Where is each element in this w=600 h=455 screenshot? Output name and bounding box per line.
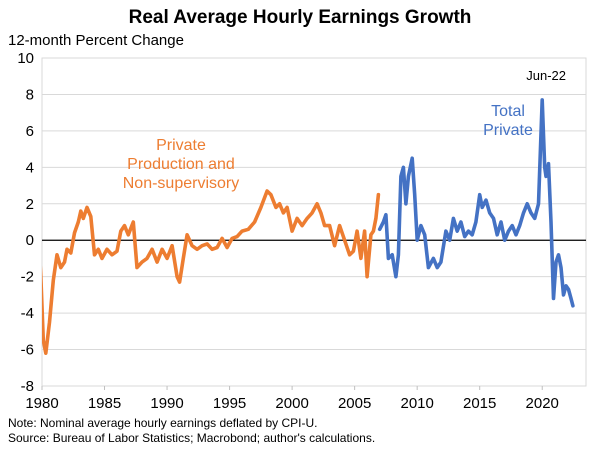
- series-label-total-private: Private: [483, 122, 533, 139]
- x-tick-label: 1990: [150, 395, 183, 412]
- grid-lines: [41, 57, 587, 387]
- x-tick-label: 1980: [25, 395, 58, 412]
- x-tick-label: 1985: [88, 395, 121, 412]
- x-tick-label: 2000: [275, 395, 308, 412]
- y-tick-label: 4: [26, 159, 34, 176]
- series-labels: Private Production and Non-supervisory Tota…: [123, 103, 533, 192]
- y-tick-label: -6: [21, 342, 34, 359]
- date-note: Jun-22: [526, 68, 566, 83]
- x-tick-label: 2020: [526, 395, 559, 412]
- series-lines: [42, 98, 575, 355]
- series-label-production-nonsupervisory: Non-supervisory: [123, 175, 239, 192]
- y-tick-label: 0: [26, 232, 34, 249]
- y-tick-label: -8: [21, 378, 34, 395]
- series-label-production-nonsupervisory: Production and: [127, 156, 235, 173]
- x-tick-label: 2010: [400, 395, 433, 412]
- series-line-total-private: [377, 98, 575, 308]
- series-label-total-private: Total: [491, 103, 525, 120]
- x-tick-label: 2005: [338, 395, 371, 412]
- note-text: Note: Nominal average hourly earnings de…: [8, 416, 318, 430]
- series-label-production-nonsupervisory: Private: [156, 137, 206, 154]
- y-tick-label: -2: [21, 269, 34, 286]
- source-text: Source: Bureau of Labor Statistics; Macr…: [8, 431, 375, 445]
- chart-subtitle: 12-month Percent Change: [8, 32, 184, 49]
- y-tick-label: -4: [21, 305, 34, 322]
- y-tick-label: 10: [17, 50, 34, 67]
- x-tick-label: 1995: [213, 395, 246, 412]
- y-tick-label: 2: [26, 196, 34, 213]
- y-tick-label: 8: [26, 86, 34, 103]
- y-tick-label: 6: [26, 123, 34, 140]
- chart-title: Real Average Hourly Earnings Growth: [129, 7, 472, 28]
- x-tick-label: 2015: [463, 395, 496, 412]
- series-line-production-nonsupervisory: [42, 189, 381, 355]
- axes: -8 -6 -4 -2 0 2 4 6 8 10 1980 1985 1990 1995 2000 2005 2…: [17, 50, 586, 412]
